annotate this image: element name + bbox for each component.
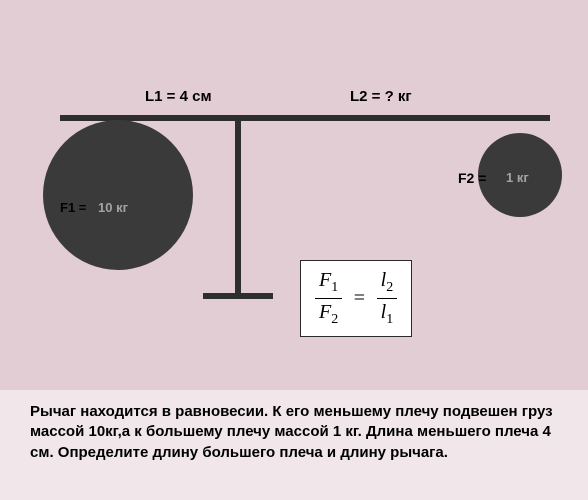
label-l1: L1 = 4 см bbox=[145, 88, 212, 105]
label-f1-value: 10 кг bbox=[98, 200, 128, 215]
formula-left-fraction: F1 F2 bbox=[315, 269, 342, 328]
formula-box: F1 F2 = l2 l1 bbox=[300, 260, 412, 337]
formula-F2-var: F bbox=[319, 301, 331, 323]
problem-text: Рычаг находится в равновесии. К его мень… bbox=[30, 402, 558, 463]
formula-l1-sub: 1 bbox=[386, 312, 393, 327]
formula-l2-sub: 2 bbox=[386, 280, 393, 295]
label-f2-value: 1 кг bbox=[506, 170, 529, 185]
formula-F1-var: F bbox=[319, 269, 331, 291]
formula-equals: = bbox=[348, 287, 371, 310]
label-l2: L2 = ? кг bbox=[350, 88, 412, 105]
diagram-canvas: L1 = 4 см L2 = ? кг F1 = 10 кг F2 = 1 кг… bbox=[0, 0, 588, 500]
pivot-post bbox=[235, 121, 241, 296]
formula-F1-sub: 1 bbox=[331, 280, 338, 295]
label-f2-prefix: F2 = bbox=[458, 170, 486, 186]
formula-F2-sub: 2 bbox=[331, 312, 338, 327]
weight-large bbox=[43, 120, 193, 270]
pivot-base bbox=[203, 293, 273, 299]
formula-right-fraction: l2 l1 bbox=[377, 269, 398, 328]
lever-bar bbox=[60, 115, 550, 121]
label-f1-prefix: F1 = bbox=[60, 200, 86, 215]
